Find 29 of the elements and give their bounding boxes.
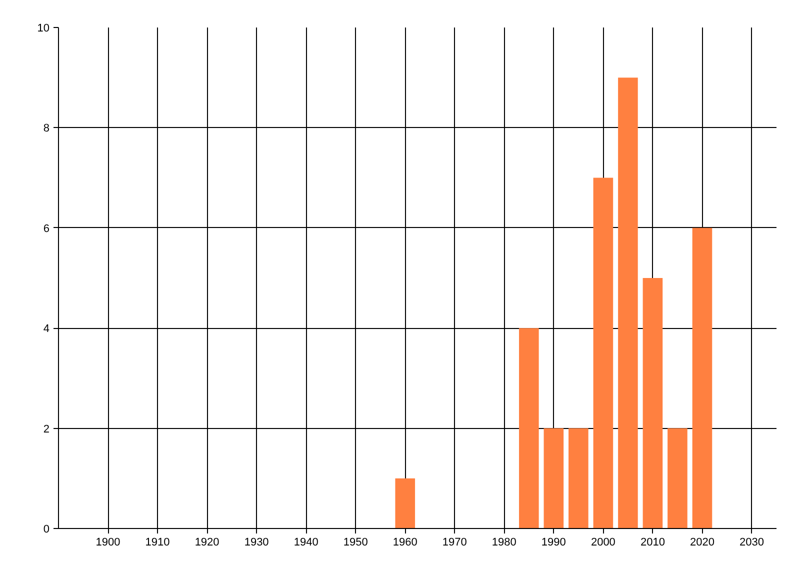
x-tick-label: 1940 (294, 536, 318, 548)
bar (668, 428, 688, 528)
bar (568, 428, 588, 528)
bar (544, 428, 564, 528)
bar (618, 78, 638, 528)
y-tick-label: 4 (43, 323, 50, 336)
x-tick-label: 2020 (690, 536, 714, 548)
y-tick-label: 6 (43, 222, 50, 235)
x-tick-label: 2010 (640, 536, 665, 548)
x-tick-label: 1910 (145, 536, 170, 548)
x-tick-label: 1950 (343, 536, 368, 548)
bar (519, 328, 539, 528)
x-tick-label: 1930 (244, 536, 269, 548)
x-tick-label: 1960 (392, 536, 418, 548)
bar (642, 278, 663, 528)
x-tick-label: 1990 (541, 536, 566, 548)
y-tick-label: 2 (43, 423, 50, 436)
x-tick-label: 1920 (194, 536, 220, 548)
x-tick-label: 2030 (740, 536, 764, 548)
y-tick-label: 8 (43, 122, 50, 135)
x-tick-label: 1980 (492, 536, 516, 548)
bar (593, 178, 614, 528)
x-tick-label: 1970 (442, 536, 467, 548)
x-tick-label: 2000 (590, 536, 616, 548)
bar (395, 478, 416, 528)
y-tick-label: 10 (37, 22, 50, 34)
bar (692, 228, 712, 528)
y-tick-label: 0 (43, 524, 50, 536)
x-tick-label: 1900 (96, 536, 120, 548)
